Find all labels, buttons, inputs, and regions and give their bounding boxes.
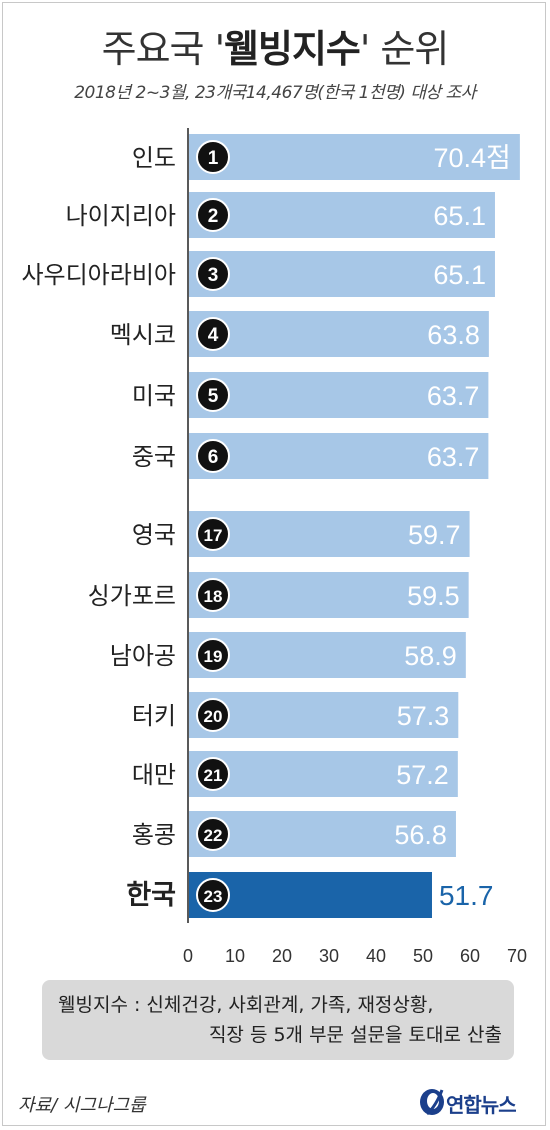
x-tick-label: 60	[460, 946, 480, 966]
rank-badge	[196, 378, 230, 412]
rank-label: 1	[208, 148, 219, 169]
rank-badge	[196, 878, 230, 912]
category-label: 대만	[132, 761, 176, 789]
title-emphasis: 웰빙지수	[224, 27, 361, 71]
value-label: 59.5	[407, 581, 460, 611]
category-label: 멕시코	[110, 321, 176, 349]
logo-text: 연합뉴스	[446, 1093, 517, 1117]
footnote-line-1: 웰빙지수 : 신체건강, 사회관계, 가족, 재정상황,	[58, 994, 434, 1016]
x-tick-label: 20	[272, 946, 292, 966]
chart-title: 주요국 '웰빙지수' 순위	[0, 18, 550, 73]
rank-badge	[196, 317, 230, 351]
value-label: 65.1	[433, 201, 486, 231]
value-label: 70.4점	[433, 143, 510, 173]
title-suffix: ' 순위	[359, 27, 449, 71]
rank-label: 4	[208, 325, 219, 346]
chart-subtitle: 2018년 2~3월, 23개국14,467명(한국 1천명) 대상 조사	[74, 83, 476, 103]
rank-badge	[196, 817, 230, 851]
rank-label: 3	[208, 265, 219, 286]
bar	[189, 572, 469, 618]
x-tick-label: 70	[507, 946, 527, 966]
value-label: 58.9	[404, 641, 457, 671]
rank-label: 2	[208, 206, 219, 227]
rank-label: 6	[208, 447, 219, 468]
value-label: 51.7	[439, 880, 494, 911]
x-tick-label: 30	[319, 946, 339, 966]
value-label: 59.7	[408, 520, 461, 550]
value-label: 57.3	[397, 701, 450, 731]
rank-badge	[196, 638, 230, 672]
x-tick-label: 40	[366, 946, 386, 966]
rank-label: 22	[204, 826, 223, 845]
value-label: 56.8	[394, 820, 447, 850]
bar	[189, 311, 489, 357]
rank-label: 18	[204, 587, 223, 606]
rank-badge	[196, 140, 230, 174]
category-label: 한국	[126, 880, 176, 911]
category-label: 영국	[132, 521, 176, 549]
footnote-box: 웰빙지수 : 신체건강, 사회관계, 가족, 재정상황, 직장 등 5개 부문 …	[42, 980, 514, 1060]
category-label: 사우디아라비아	[21, 261, 176, 289]
category-label: 홍콩	[132, 821, 176, 849]
bar	[189, 511, 470, 557]
title-prefix: 주요국 '	[101, 27, 225, 71]
rank-label: 21	[204, 766, 223, 785]
bar	[189, 433, 489, 479]
bar	[189, 632, 466, 678]
category-label: 나이지리아	[66, 202, 176, 230]
category-label: 인도	[132, 144, 176, 172]
rank-badge	[196, 698, 230, 732]
value-label: 65.1	[433, 260, 486, 290]
category-label: 미국	[132, 382, 176, 410]
bar	[189, 751, 458, 797]
value-label: 57.2	[396, 760, 449, 790]
value-label: 63.8	[427, 320, 480, 350]
rank-label: 23	[204, 887, 223, 906]
rank-label: 17	[204, 526, 223, 545]
bar	[189, 811, 456, 857]
x-tick-label: 50	[413, 946, 433, 966]
bar	[189, 251, 495, 297]
rank-badge	[196, 257, 230, 291]
bar	[189, 192, 495, 238]
yonhap-logo-icon	[420, 1089, 444, 1116]
bar	[189, 134, 520, 180]
category-label: 중국	[132, 443, 176, 471]
rank-badge	[196, 578, 230, 612]
bar	[189, 692, 459, 738]
rank-badge	[196, 517, 230, 551]
source-label: 자료/ 시그나그룹	[18, 1095, 146, 1116]
rank-badge	[196, 198, 230, 232]
category-label: 싱가포르	[88, 582, 176, 610]
x-tick-label: 10	[225, 946, 245, 966]
rank-badge	[196, 757, 230, 791]
x-tick-label: 0	[183, 946, 193, 966]
category-label: 남아공	[110, 642, 176, 670]
value-label: 63.7	[427, 381, 480, 411]
rank-label: 5	[208, 386, 219, 407]
rank-label: 19	[204, 647, 223, 666]
category-label: 터키	[132, 702, 176, 730]
bar	[189, 372, 489, 418]
footnote-line-2: 직장 등 5개 부문 설문을 토대로 산출	[208, 1024, 502, 1046]
rank-badge	[196, 439, 230, 473]
value-label: 63.7	[427, 442, 480, 472]
rank-label: 20	[204, 707, 223, 726]
